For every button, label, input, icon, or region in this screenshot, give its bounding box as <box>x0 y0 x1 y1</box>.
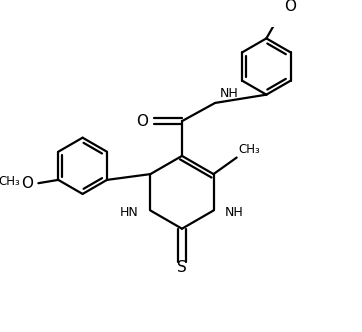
Text: O: O <box>285 0 296 14</box>
Text: O: O <box>21 176 33 191</box>
Text: CH₃: CH₃ <box>0 175 20 188</box>
Text: NH: NH <box>225 206 244 219</box>
Text: CH₃: CH₃ <box>238 143 260 156</box>
Text: NH: NH <box>220 87 239 100</box>
Text: S: S <box>177 260 187 275</box>
Text: HN: HN <box>120 206 139 219</box>
Text: O: O <box>136 114 148 128</box>
